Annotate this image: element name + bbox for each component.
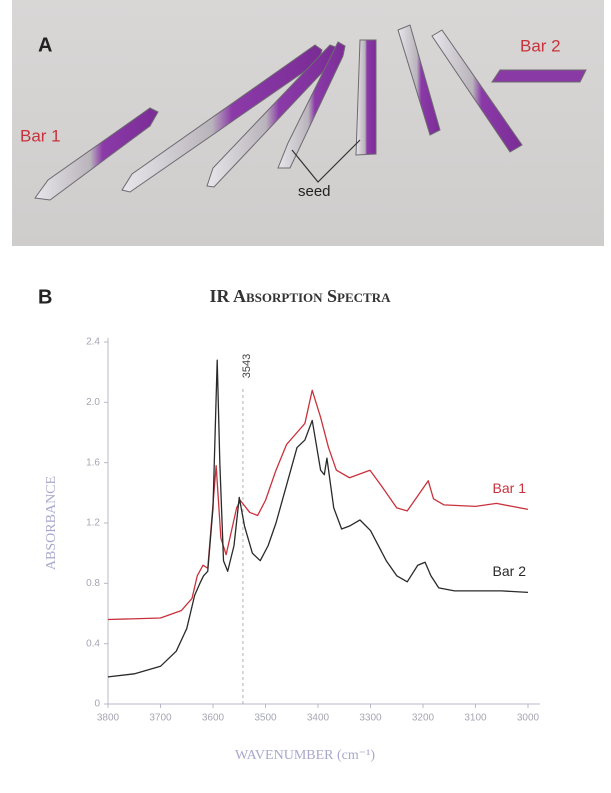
chart-title: IR Absorption Spectra xyxy=(209,286,391,306)
x-tick-label: 3100 xyxy=(464,713,487,724)
x-tick-label: 3700 xyxy=(149,713,172,724)
series-line xyxy=(107,389,529,621)
photo-annotation: Bar 2 xyxy=(520,36,561,55)
photo-annotation: seed xyxy=(298,183,331,200)
y-tick-label: 0 xyxy=(94,699,100,710)
panel-label: A xyxy=(38,34,52,56)
y-tick-label: 2.4 xyxy=(86,337,100,348)
x-tick-label: 3500 xyxy=(254,713,277,724)
x-tick-label: 3300 xyxy=(359,713,382,724)
x-tick-label: 3400 xyxy=(307,713,330,724)
crystals xyxy=(34,24,587,201)
annotation-label: 3543 xyxy=(241,354,253,378)
panel-label: B xyxy=(38,286,52,308)
series-line xyxy=(107,359,529,678)
x-tick-label: 3800 xyxy=(97,713,120,724)
y-tick-label: 0.4 xyxy=(86,638,100,649)
y-tick-label: 1.6 xyxy=(86,457,100,468)
y-tick-label: 0.8 xyxy=(86,578,100,589)
x-tick-label: 3000 xyxy=(517,713,540,724)
y-axis-label: ABSORBANCE xyxy=(44,476,59,570)
series-label: Bar 2 xyxy=(493,563,527,579)
x-tick-label: 3600 xyxy=(202,713,225,724)
series-label: Bar 1 xyxy=(493,480,527,496)
y-tick-label: 2.0 xyxy=(86,397,100,408)
y-tick-label: 1.2 xyxy=(86,518,100,529)
seed-pointer xyxy=(291,139,361,183)
photo-annotation: Bar 1 xyxy=(20,126,61,145)
x-tick-label: 3200 xyxy=(412,713,435,724)
x-axis-label: WAVENUMBER (cm⁻¹) xyxy=(235,748,375,763)
